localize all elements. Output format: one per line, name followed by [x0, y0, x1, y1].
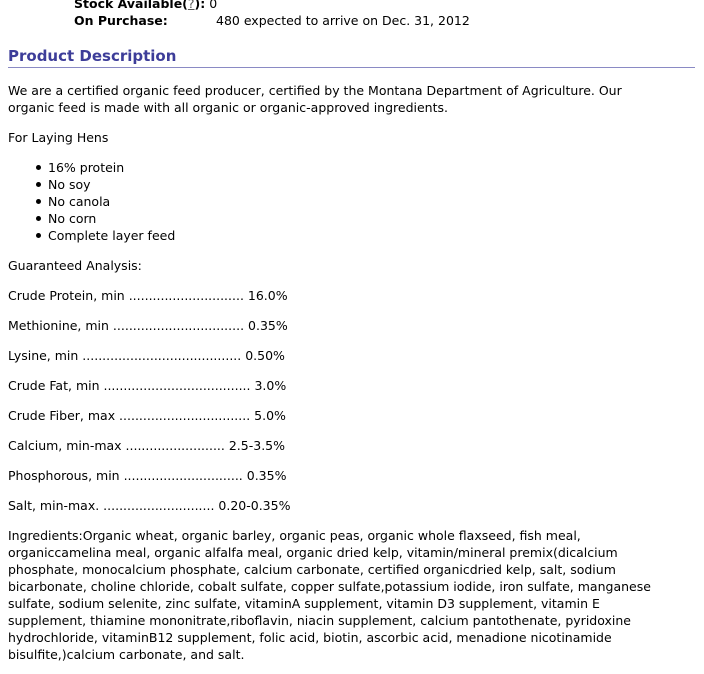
analysis-row: Salt, min-max. .........................… — [8, 498, 291, 513]
ingredients-line: bicarbonate, choline chloride, cobalt su… — [8, 579, 651, 594]
ingredients-line: supplement, thiamine mononitrate,ribofla… — [8, 613, 631, 628]
subtitle: For Laying Hens — [8, 130, 109, 145]
analysis-row: Crude Fat, min .........................… — [8, 378, 287, 393]
feature-list: 16% protein No soy No canola No corn Complet… — [8, 159, 308, 244]
description-line: We are a certified organic feed producer… — [8, 83, 622, 98]
analysis-title: Guaranteed Analysis: — [8, 258, 142, 273]
purchase-label: On Purchase: — [74, 12, 168, 29]
analysis-row: Phosphorous, min .......................… — [8, 468, 287, 483]
ingredients-line: organiccamelina meal, organic alfalfa me… — [8, 545, 618, 560]
ingredients-line: phosphate, monocalcium phosphate, calciu… — [8, 562, 616, 577]
section-rule — [8, 67, 695, 68]
stock-label-suffix: ): — [194, 0, 206, 11]
ingredients-line: sulfate, sodium selenite, zinc sulfate, … — [8, 596, 600, 611]
help-link[interactable]: ? — [187, 0, 195, 11]
ingredients: Ingredients:Organic wheat, organic barle… — [8, 527, 651, 663]
ingredients-line: bisulfite,)calcium carbonate, and salt. — [8, 647, 245, 662]
ingredients-line: hydrochloride, vitaminB12 supplement, fo… — [8, 630, 612, 645]
analysis-row: Crude Protein, min .....................… — [8, 288, 288, 303]
analysis-row: Methionine, min ........................… — [8, 318, 288, 333]
purchase-value: 480 expected to arrive on Dec. 31, 2012 — [216, 13, 470, 28]
description-line: organic feed is made with all organic or… — [8, 100, 448, 115]
stock-label: Stock Available(?): — [74, 0, 205, 11]
section-title: Product Description — [8, 47, 177, 65]
analysis-row: Crude Fiber, max .......................… — [8, 408, 286, 423]
description: We are a certified organic feed producer… — [8, 82, 622, 116]
stock-row: Stock Available(?): 0 — [74, 0, 217, 12]
feature-item: No canola — [8, 193, 308, 210]
feature-item: No soy — [8, 176, 308, 193]
stock-label-text: Stock Available( — [74, 0, 188, 11]
analysis-row: Calcium, min-max .......................… — [8, 438, 285, 453]
feature-item: No corn — [8, 210, 308, 227]
analysis-row: Lysine, min ............................… — [8, 348, 285, 363]
feature-item: 16% protein — [8, 159, 308, 176]
feature-item: Complete layer feed — [8, 227, 308, 244]
ingredients-line: Ingredients:Organic wheat, organic barle… — [8, 528, 581, 543]
purchase-label-text: On Purchase: — [74, 13, 168, 28]
stock-value: 0 — [209, 0, 218, 11]
